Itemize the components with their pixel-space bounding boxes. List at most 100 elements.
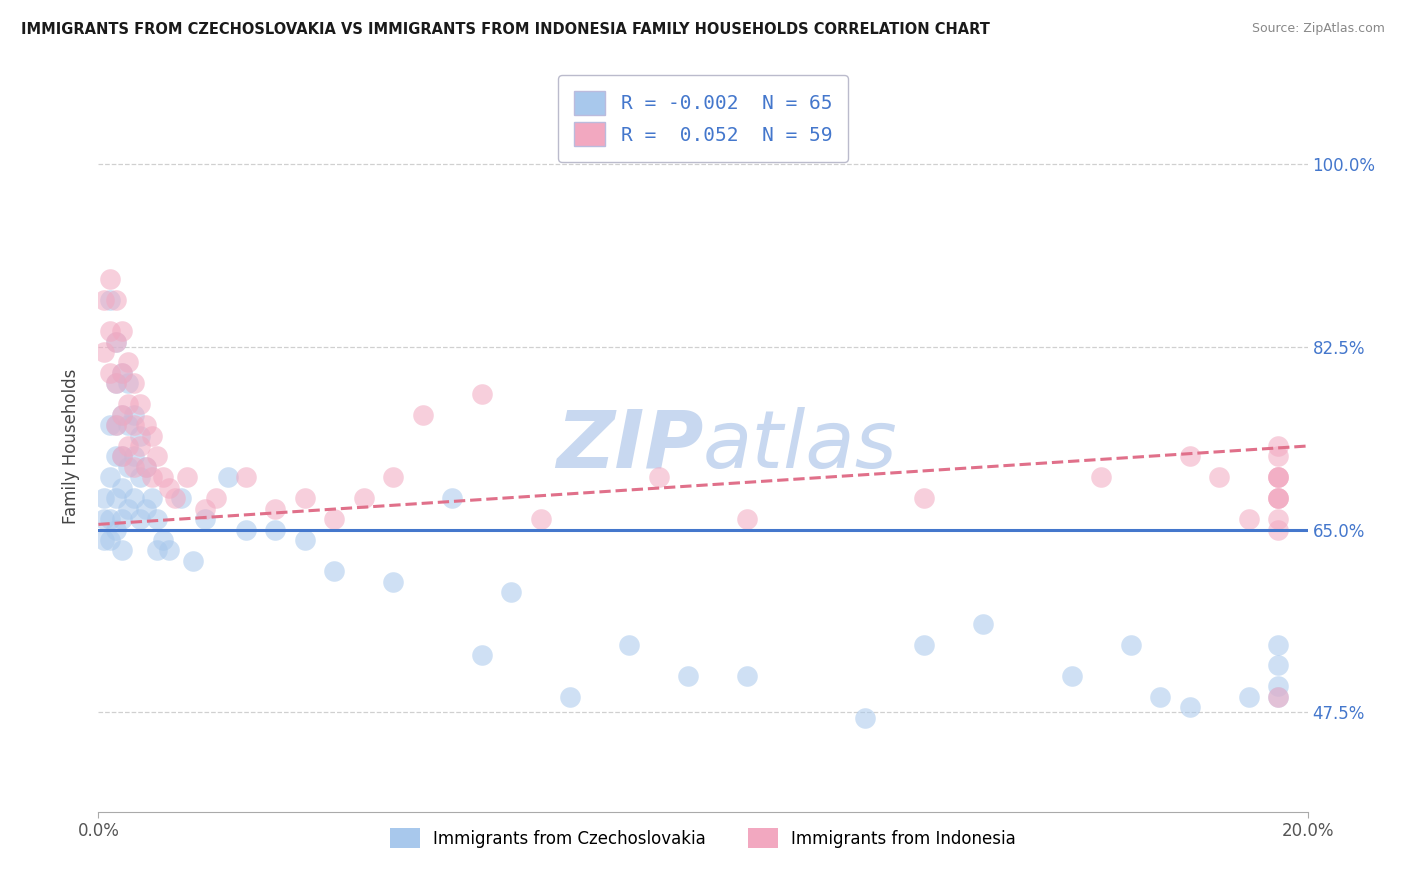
Point	[176, 470, 198, 484]
Point	[194, 501, 217, 516]
Point	[1090, 470, 1112, 484]
Point	[105, 334, 128, 349]
Point	[382, 470, 405, 484]
Point	[117, 439, 139, 453]
Point	[264, 523, 287, 537]
Y-axis label: Family Households: Family Households	[62, 368, 80, 524]
Point	[146, 543, 169, 558]
Point	[1267, 470, 1289, 484]
Point	[294, 533, 316, 547]
Point	[105, 334, 128, 349]
Point	[128, 439, 150, 453]
Legend: Immigrants from Czechoslovakia, Immigrants from Indonesia: Immigrants from Czechoslovakia, Immigran…	[380, 818, 1026, 858]
Point	[157, 543, 180, 558]
Point	[1267, 679, 1289, 693]
Point	[412, 408, 434, 422]
Point	[111, 450, 134, 464]
Point	[111, 512, 134, 526]
Point	[1267, 523, 1289, 537]
Point	[1267, 690, 1289, 704]
Point	[441, 491, 464, 506]
Point	[117, 397, 139, 411]
Point	[128, 397, 150, 411]
Point	[1267, 491, 1289, 506]
Point	[128, 428, 150, 442]
Point	[98, 470, 121, 484]
Point	[128, 470, 150, 484]
Point	[1060, 669, 1083, 683]
Point	[117, 418, 139, 433]
Text: ZIP: ZIP	[555, 407, 703, 485]
Point	[152, 533, 174, 547]
Point	[117, 501, 139, 516]
Point	[105, 293, 128, 307]
Point	[217, 470, 239, 484]
Point	[1119, 638, 1142, 652]
Point	[972, 616, 994, 631]
Point	[98, 272, 121, 286]
Text: atlas: atlas	[703, 407, 898, 485]
Point	[117, 459, 139, 474]
Point	[1267, 690, 1289, 704]
Point	[294, 491, 316, 506]
Point	[181, 554, 204, 568]
Point	[135, 418, 157, 433]
Point	[912, 491, 935, 506]
Point	[122, 408, 145, 422]
Point	[619, 638, 641, 652]
Point	[912, 638, 935, 652]
Point	[235, 470, 257, 484]
Point	[105, 376, 128, 391]
Point	[1267, 470, 1289, 484]
Point	[146, 512, 169, 526]
Point	[135, 459, 157, 474]
Point	[122, 459, 145, 474]
Point	[122, 418, 145, 433]
Point	[117, 376, 139, 391]
Point	[111, 408, 134, 422]
Point	[93, 345, 115, 359]
Point	[111, 408, 134, 422]
Point	[471, 648, 494, 662]
Point	[1178, 700, 1201, 714]
Point	[235, 523, 257, 537]
Point	[735, 512, 758, 526]
Point	[471, 386, 494, 401]
Point	[111, 543, 134, 558]
Point	[105, 491, 128, 506]
Point	[382, 574, 405, 589]
Point	[111, 481, 134, 495]
Text: IMMIGRANTS FROM CZECHOSLOVAKIA VS IMMIGRANTS FROM INDONESIA FAMILY HOUSEHOLDS CO: IMMIGRANTS FROM CZECHOSLOVAKIA VS IMMIGR…	[21, 22, 990, 37]
Point	[141, 491, 163, 506]
Point	[111, 366, 134, 380]
Point	[105, 450, 128, 464]
Point	[323, 565, 346, 579]
Point	[1237, 690, 1260, 704]
Point	[105, 523, 128, 537]
Point	[165, 491, 187, 506]
Point	[117, 355, 139, 369]
Point	[1178, 450, 1201, 464]
Point	[1267, 470, 1289, 484]
Point	[122, 450, 145, 464]
Point	[264, 501, 287, 516]
Point	[93, 533, 115, 547]
Point	[93, 491, 115, 506]
Point	[93, 512, 115, 526]
Point	[93, 293, 115, 307]
Point	[98, 418, 121, 433]
Point	[105, 418, 128, 433]
Text: Source: ZipAtlas.com: Source: ZipAtlas.com	[1251, 22, 1385, 36]
Point	[98, 324, 121, 338]
Point	[1149, 690, 1171, 704]
Point	[105, 418, 128, 433]
Point	[98, 366, 121, 380]
Point	[1237, 512, 1260, 526]
Point	[105, 376, 128, 391]
Point	[152, 470, 174, 484]
Point	[111, 450, 134, 464]
Point	[128, 512, 150, 526]
Point	[205, 491, 228, 506]
Point	[146, 450, 169, 464]
Point	[530, 512, 553, 526]
